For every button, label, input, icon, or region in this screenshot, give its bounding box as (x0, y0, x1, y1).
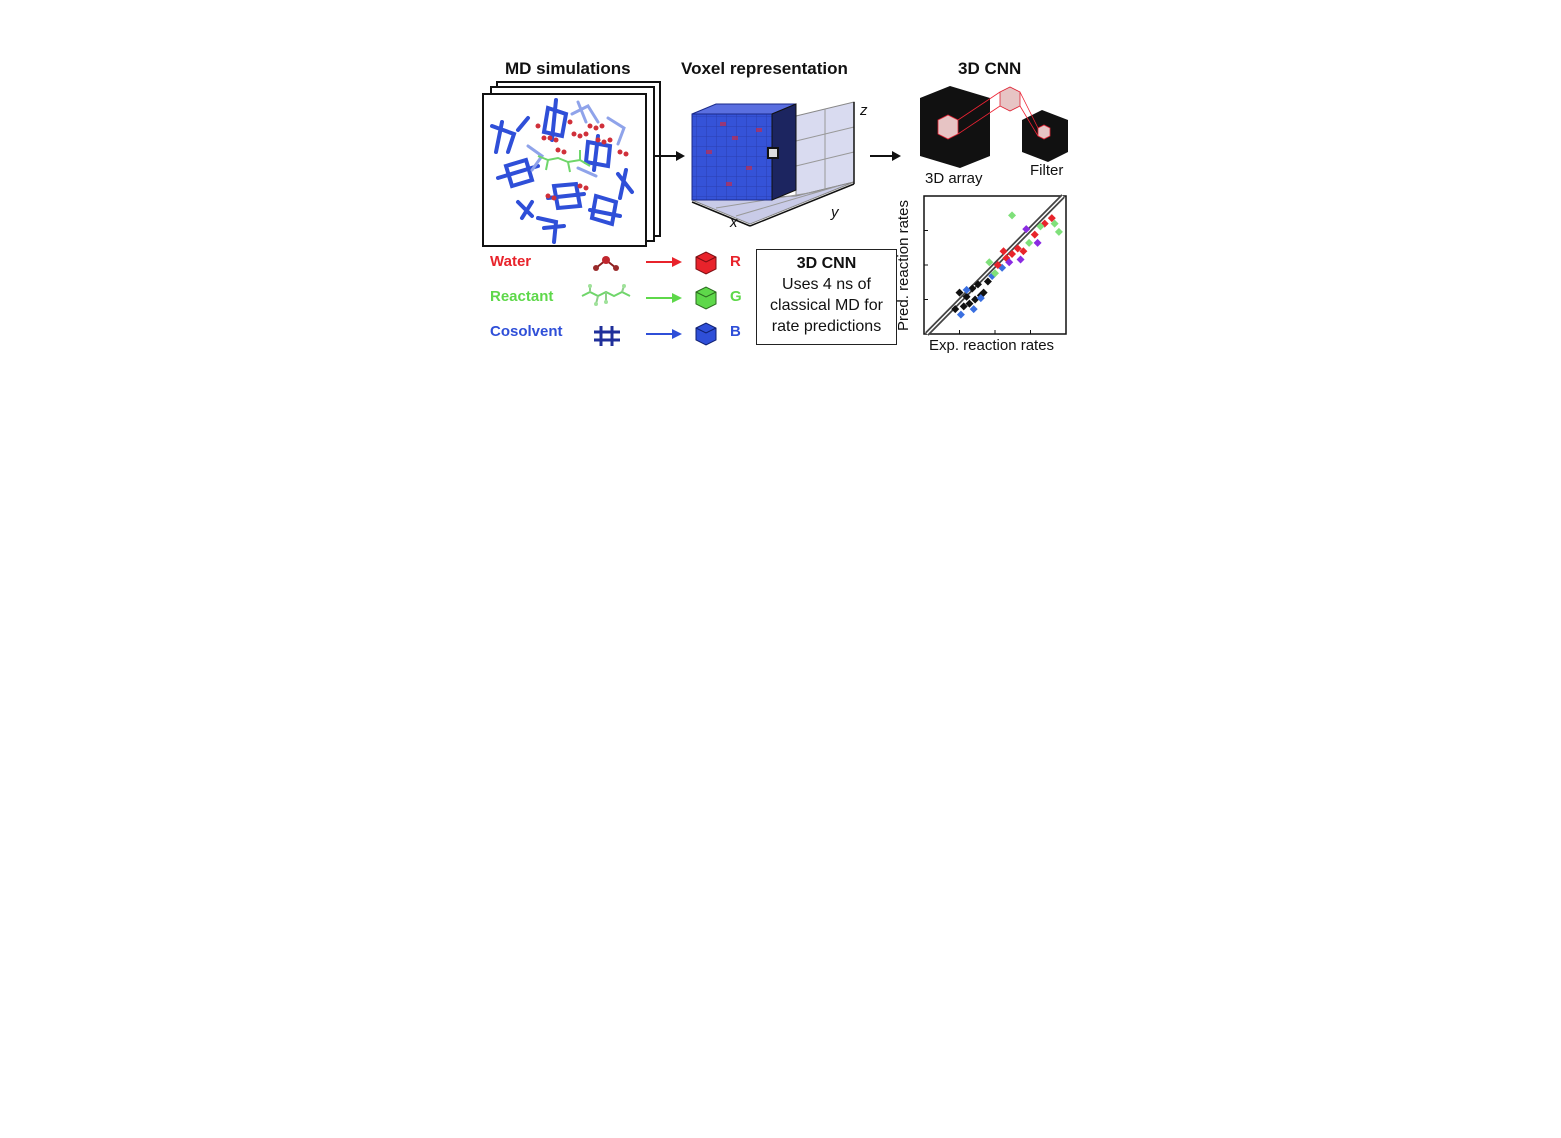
scatter-point (951, 305, 960, 314)
scatter-point (1054, 227, 1063, 236)
parity-plot (923, 194, 1067, 336)
cosolvent-molecules (490, 98, 634, 244)
reactant-molecule (537, 150, 591, 173)
scatter-point (1033, 238, 1042, 247)
scatter-point (1005, 258, 1014, 267)
axis-y-label: y (831, 204, 839, 221)
scatter-point (985, 258, 994, 267)
cnn-title: 3D CNN (958, 59, 1022, 78)
scatter-point (979, 288, 988, 297)
scatter-point (955, 288, 964, 297)
scatter-point (1025, 238, 1034, 247)
scatter-point (968, 284, 977, 293)
scatter-point (999, 247, 1008, 256)
scatter-point (976, 294, 985, 303)
voxel-cube (691, 101, 855, 227)
info-box-line-1: Uses 4 ns of (782, 276, 871, 293)
reactant-molecule-icon (581, 284, 631, 306)
scatter-point (1008, 211, 1017, 220)
channel-b-label: B (730, 323, 741, 340)
legend-water-label: Water (490, 253, 532, 270)
green-voxel-icon (695, 286, 717, 310)
cosolvent-molecules-faded (526, 100, 626, 178)
axis-z-label: z (860, 102, 868, 119)
scatter-point (1036, 222, 1045, 231)
legend-cosolvent-label: Cosolvent (490, 323, 563, 340)
channel-r-label: R (730, 253, 741, 270)
parity-ylabel: Pred. reaction rates (894, 200, 912, 331)
scatter-point (962, 285, 971, 294)
arrow-voxel-to-cnn (870, 151, 901, 161)
scatter-point (991, 269, 999, 278)
scatter-point (1013, 244, 1022, 253)
scatter-point (1040, 219, 1049, 228)
scatter-point (1030, 230, 1039, 239)
axis-x-label: x (730, 214, 738, 231)
scatter-point (988, 272, 997, 281)
reactant-arrow (646, 293, 682, 303)
info-box-line-3: rate predictions (771, 318, 882, 335)
info-box-title: 3D CNN (796, 255, 857, 272)
arrow-md-to-voxel (654, 151, 685, 161)
cosolvent-arrow (646, 329, 682, 339)
array-3d-label: 3D array (925, 170, 983, 187)
data-points (951, 211, 1063, 319)
voxel-representation-title: Voxel representation (681, 59, 848, 78)
scatter-point (993, 261, 1002, 269)
axis-ticks (924, 230, 1031, 334)
legend-reactant-label: Reactant (490, 288, 554, 305)
scatter-point (1008, 249, 1017, 258)
md-simulations-title: MD simulations (505, 59, 631, 78)
info-box-line-2: classical MD for (770, 297, 883, 314)
scatter-point (973, 280, 982, 289)
cnn-diagram (920, 86, 1068, 168)
water-molecule-icon (593, 256, 619, 271)
scatter-point (1022, 225, 1031, 234)
scatter-point (969, 305, 978, 314)
scatter-point (956, 310, 965, 319)
cosolvent-molecule-icon (594, 326, 620, 346)
filter-label: Filter (1030, 162, 1064, 179)
md-simulation-frames (482, 81, 661, 247)
scatter-point (962, 292, 971, 301)
scatter-point (1047, 214, 1056, 223)
scatter-point (998, 263, 1007, 272)
blue-voxel-icon (695, 322, 717, 346)
scatter-point (983, 277, 992, 286)
scatter-point (1019, 247, 1028, 256)
scatter-point (965, 299, 974, 308)
parity-xlabel: Exp. reaction rates (929, 337, 1055, 354)
scatter-point (959, 302, 968, 311)
water-molecules (535, 119, 629, 201)
red-voxel-icon (695, 251, 717, 275)
channel-g-label: G (730, 288, 742, 305)
cnn-info-box: 3D CNN Uses 4 ns of classical MD for rat… (756, 249, 897, 345)
water-arrow (646, 257, 682, 267)
scatter-point (971, 295, 980, 304)
scatter-point (1050, 219, 1059, 228)
